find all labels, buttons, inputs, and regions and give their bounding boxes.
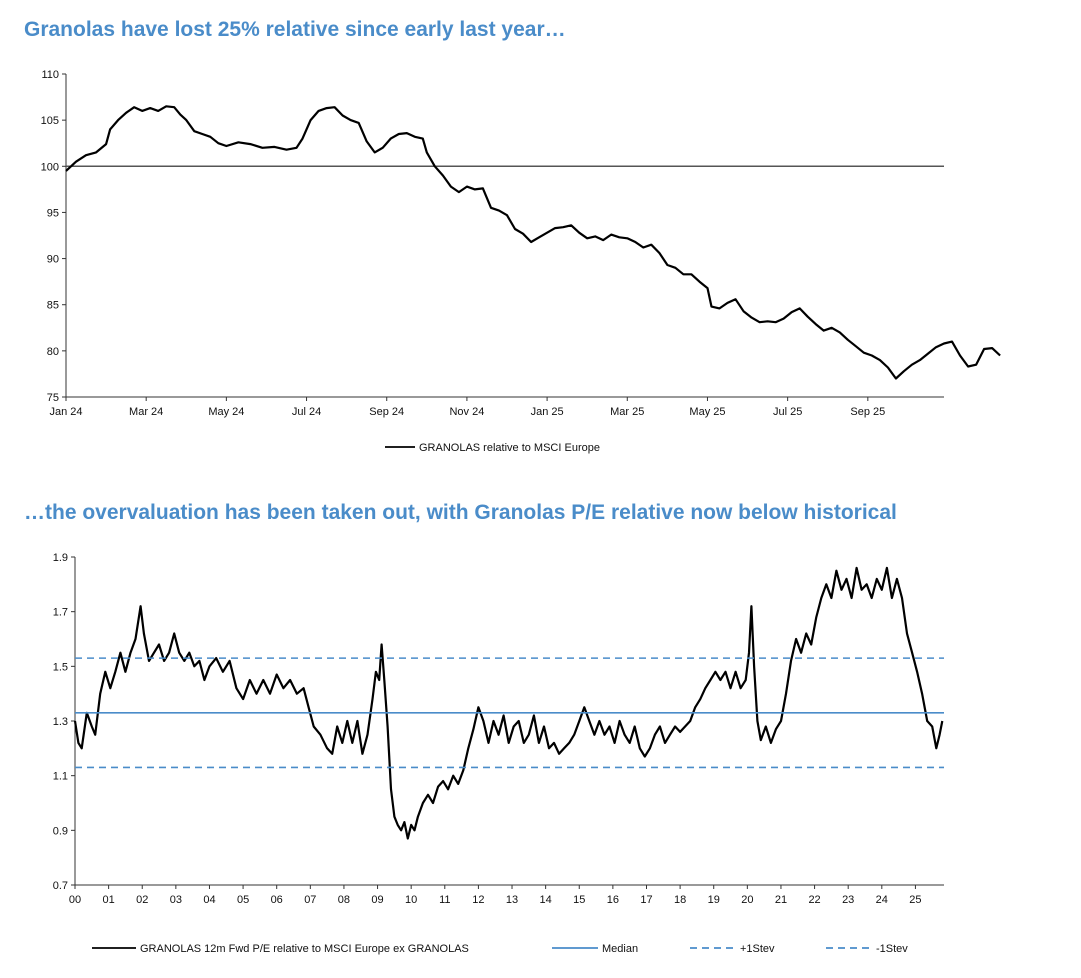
x-tick-label: 17 [640,894,652,906]
chart-1-headline: Granolas have lost 25% relative since ea… [24,18,566,41]
x-tick-label: Sep 24 [369,406,404,418]
x-tick-label: 22 [808,894,820,906]
y-tick-label: 110 [41,69,59,81]
chart-2-headline: …the overvaluation has been taken out, w… [24,501,897,524]
series-line-0 [73,566,944,840]
x-tick-label: 24 [876,894,888,906]
x-tick-label: Nov 24 [449,406,484,418]
x-tick-label: 04 [203,894,215,906]
x-tick-label: 03 [170,894,182,906]
y-tick-label: 95 [47,207,59,219]
x-tick-label: May 25 [689,406,725,418]
x-tick-label: 06 [271,894,283,906]
y-tick-label: 0.7 [53,880,68,892]
y-tick-label: 1.7 [53,607,68,619]
y-tick-label: 1.1 [53,771,68,783]
x-tick-label: Jan 25 [531,406,564,418]
x-tick-label: 09 [371,894,383,906]
y-tick-label: 100 [41,161,59,173]
x-tick-label: 21 [775,894,787,906]
x-tick-label: 25 [909,894,921,906]
y-tick-label: 1.3 [53,716,68,728]
legend-label: Median [602,943,638,955]
x-tick-label: Sep 25 [850,406,885,418]
y-tick-label: 75 [47,392,59,404]
x-tick-label: 20 [741,894,753,906]
x-tick-label: 12 [472,894,484,906]
x-tick-label: 14 [540,894,552,906]
pe-relative-chart: 1.9 1.7 1.5 1.3 1.1 0.9 0.700 01 02 03 04 05 06 07 08 0… [53,552,944,955]
x-tick-label: 08 [338,894,350,906]
series-line-0 [65,105,1001,380]
y-tick-label: 85 [47,300,59,312]
x-tick-label: 13 [506,894,518,906]
x-tick-label: Mar 24 [129,406,163,418]
x-tick-label: 18 [674,894,686,906]
x-tick-label: 05 [237,894,249,906]
x-tick-label: 19 [708,894,720,906]
x-tick-label: Jan 24 [49,406,82,418]
x-tick-label: 15 [573,894,585,906]
legend-label: GRANOLAS relative to MSCI Europe [419,442,600,454]
y-tick-label: 80 [47,346,59,358]
x-tick-label: 07 [304,894,316,906]
x-tick-label: 10 [405,894,417,906]
y-tick-label: 0.9 [53,825,68,837]
x-tick-label: May 24 [208,406,244,418]
legend-label: +1Stev [740,943,775,955]
relative-performance-chart: 110 105 100 95 90 85 80 75 Jan 24 Mar 24 May 24 Jul… [41,69,1001,454]
y-tick-label: 90 [47,254,59,266]
x-tick-label: Jul 25 [773,406,802,418]
y-tick-label: 1.5 [53,661,68,673]
x-tick-label: 11 [439,894,450,906]
x-tick-label: Jul 24 [292,406,321,418]
x-tick-label: 16 [607,894,619,906]
y-tick-label: 1.9 [53,552,68,564]
x-tick-label: Mar 25 [610,406,644,418]
y-tick-label: 105 [41,115,59,127]
legend-label: -1Stev [876,943,908,955]
legend-label: GRANOLAS 12m Fwd P/E relative to MSCI Eu… [140,943,469,955]
x-tick-label: 02 [136,894,148,906]
x-tick-label: 00 [69,894,81,906]
x-tick-label: 23 [842,894,854,906]
x-tick-label: 01 [102,894,114,906]
